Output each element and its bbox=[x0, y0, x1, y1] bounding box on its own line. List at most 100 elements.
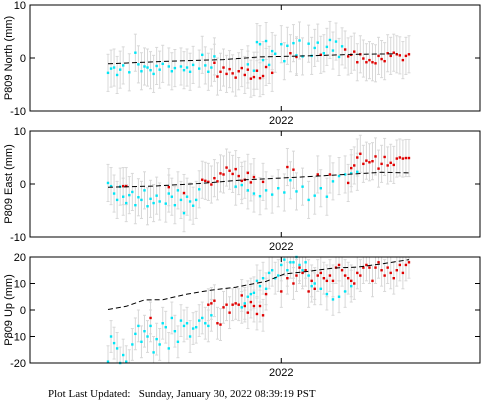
data-point bbox=[383, 274, 386, 277]
data-point bbox=[374, 155, 377, 158]
data-point bbox=[307, 274, 310, 277]
y-axis-label: P809 East (mm) bbox=[3, 144, 15, 223]
data-point bbox=[280, 263, 283, 267]
data-point bbox=[270, 49, 274, 53]
data-point bbox=[164, 326, 167, 329]
data-point bbox=[362, 57, 365, 60]
data-point bbox=[337, 295, 341, 298]
data-point bbox=[240, 306, 243, 309]
data-point bbox=[258, 76, 262, 80]
data-point bbox=[122, 195, 125, 198]
data-point bbox=[222, 306, 225, 309]
data-point bbox=[173, 330, 177, 333]
data-point bbox=[298, 39, 301, 42]
data-point bbox=[210, 183, 213, 186]
data-point bbox=[106, 360, 110, 363]
data-point bbox=[313, 46, 316, 50]
y-tick-label: 0 bbox=[20, 305, 26, 317]
data-point bbox=[343, 48, 347, 51]
data-point bbox=[258, 284, 262, 288]
data-point bbox=[270, 71, 274, 75]
data-point bbox=[204, 322, 207, 325]
data-point bbox=[210, 302, 213, 305]
data-point bbox=[252, 304, 256, 308]
error-bars bbox=[106, 256, 411, 364]
data-point bbox=[219, 323, 222, 326]
data-point bbox=[356, 271, 359, 275]
data-point bbox=[191, 63, 195, 67]
data-point bbox=[134, 332, 137, 336]
data-point bbox=[395, 269, 398, 272]
data-point bbox=[261, 58, 265, 62]
trend-line bbox=[107, 171, 410, 188]
data-point bbox=[243, 304, 246, 308]
data-point bbox=[207, 70, 210, 73]
data-point bbox=[350, 166, 353, 170]
data-point bbox=[295, 55, 298, 59]
data-point bbox=[389, 161, 392, 164]
data-point bbox=[228, 67, 231, 71]
data-point bbox=[331, 180, 335, 183]
data-point bbox=[322, 277, 326, 280]
data-point bbox=[301, 271, 304, 275]
data-point bbox=[237, 174, 240, 178]
plot-frame bbox=[29, 130, 481, 238]
data-point bbox=[143, 189, 146, 192]
data-point bbox=[283, 59, 286, 63]
data-point bbox=[310, 284, 313, 288]
data-point bbox=[380, 162, 383, 166]
error-bars bbox=[106, 134, 411, 233]
data-point bbox=[392, 51, 395, 54]
data-point bbox=[188, 70, 192, 73]
data-point bbox=[343, 290, 347, 293]
data-point bbox=[173, 204, 177, 207]
data-point bbox=[386, 266, 389, 269]
data-point bbox=[176, 189, 180, 192]
data-point bbox=[237, 70, 240, 73]
data-point bbox=[377, 261, 380, 264]
data-point bbox=[222, 66, 225, 69]
data-point bbox=[283, 191, 286, 194]
data-point bbox=[283, 258, 286, 261]
data-point bbox=[286, 277, 289, 280]
data-point bbox=[106, 71, 110, 75]
data-point bbox=[337, 263, 341, 267]
data-point bbox=[292, 282, 295, 285]
data-point bbox=[140, 340, 143, 343]
data-point bbox=[307, 42, 310, 45]
data-point bbox=[173, 66, 177, 70]
data-point bbox=[362, 266, 365, 269]
data-point bbox=[115, 347, 119, 350]
data-point bbox=[118, 68, 122, 71]
y-tick-label: -10 bbox=[10, 106, 26, 118]
data-point bbox=[356, 61, 359, 64]
data-point bbox=[234, 167, 237, 171]
data-point bbox=[246, 295, 250, 298]
data-point bbox=[346, 181, 350, 185]
data-point bbox=[222, 173, 225, 176]
data-point bbox=[152, 72, 155, 76]
data-point bbox=[198, 67, 201, 70]
data-point bbox=[240, 66, 243, 70]
data-point bbox=[377, 167, 380, 170]
data-point bbox=[331, 298, 335, 301]
y-tick-label: 0 bbox=[20, 179, 26, 191]
data-point bbox=[146, 335, 149, 338]
data-point bbox=[225, 303, 228, 306]
data-point bbox=[213, 61, 216, 64]
data-point bbox=[231, 303, 234, 306]
data-point bbox=[267, 63, 271, 67]
data-point bbox=[201, 316, 204, 320]
data-point bbox=[353, 164, 356, 167]
data-point bbox=[255, 279, 259, 283]
data-point bbox=[319, 53, 322, 57]
data-point bbox=[131, 343, 134, 346]
data-point bbox=[337, 55, 341, 59]
data-point bbox=[155, 194, 158, 197]
data-point bbox=[176, 340, 180, 343]
data-point bbox=[304, 269, 307, 272]
data-point bbox=[115, 73, 119, 77]
data-point bbox=[401, 58, 405, 62]
data-point bbox=[258, 304, 262, 308]
data-point bbox=[179, 198, 183, 202]
